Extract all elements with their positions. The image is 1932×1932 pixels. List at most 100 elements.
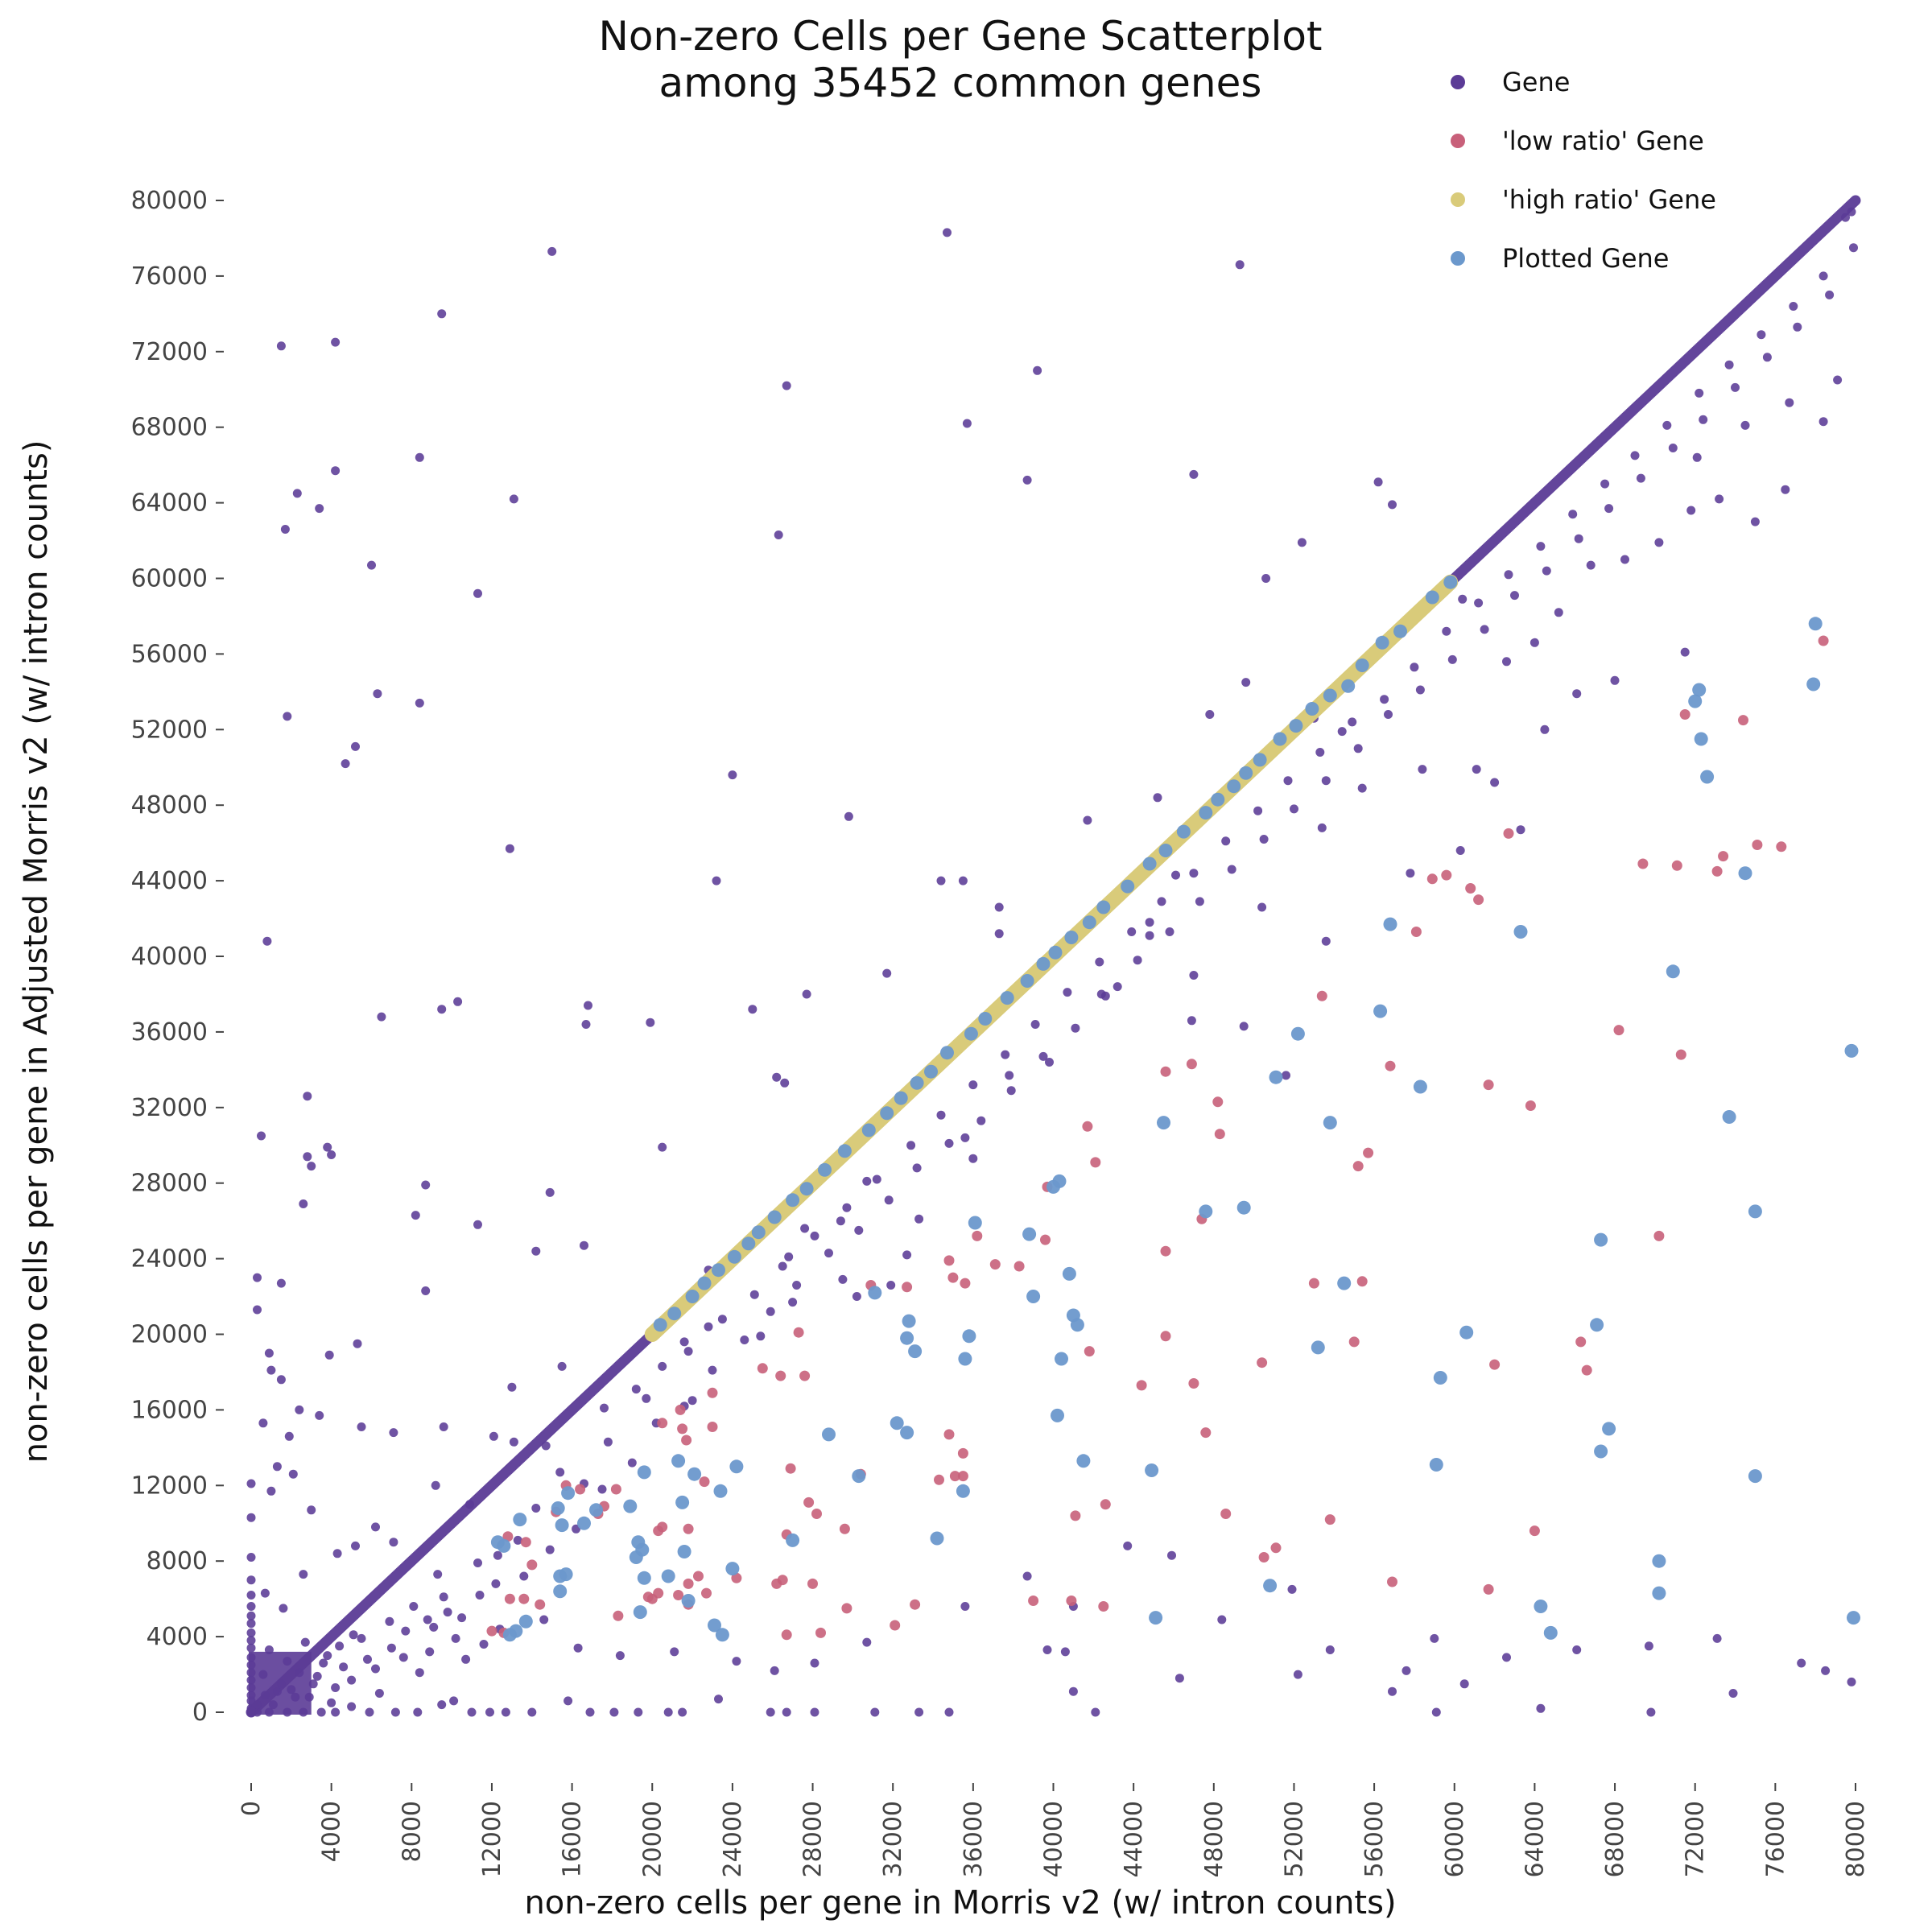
gene-point	[1189, 869, 1199, 878]
gene-point	[912, 1163, 922, 1173]
gene-point	[936, 1110, 946, 1120]
gene-point	[367, 560, 376, 570]
plotted-gene-point	[502, 1628, 517, 1642]
gene-point	[507, 1382, 517, 1392]
x-tick-label: 20000	[638, 1801, 667, 1877]
y-tick-label: 20000	[131, 1321, 208, 1349]
gene-point	[246, 1611, 256, 1620]
gene-point	[870, 1707, 880, 1717]
gene-point	[1113, 982, 1122, 992]
low-ratio-gene-point	[1441, 869, 1452, 881]
gene-point	[782, 381, 791, 390]
gene-point	[1604, 504, 1614, 514]
gene-point	[906, 1141, 916, 1150]
low-ratio-gene-point	[1718, 851, 1729, 862]
gene-point	[766, 1707, 775, 1717]
gene-point	[315, 1410, 324, 1420]
gene-point	[800, 1224, 810, 1233]
gene-point	[1472, 765, 1481, 774]
plotted-gene-point	[553, 1584, 568, 1599]
x-tick-label: 4000	[318, 1801, 346, 1862]
plotted-gene-point	[1429, 1458, 1443, 1472]
gene-point	[1283, 776, 1293, 786]
gene-point	[307, 1162, 316, 1171]
legend-label: Gene	[1502, 67, 1570, 97]
low-ratio-gene-point	[1385, 1060, 1396, 1071]
gene-point	[774, 530, 783, 539]
plotted-gene-point	[1373, 1004, 1388, 1018]
gene-point	[1600, 479, 1610, 489]
plotted-gene-point	[1199, 1204, 1213, 1219]
gene-point	[1662, 420, 1672, 430]
gene-point	[509, 494, 518, 504]
gene-point	[756, 1331, 766, 1341]
legend: Gene 'low ratio' Gene 'high ratio' Gene Plo…	[1451, 67, 1716, 274]
gene-point	[411, 1211, 420, 1220]
y-tick-label: 48000	[131, 791, 208, 819]
gene-point	[1724, 360, 1734, 369]
gene-point	[1516, 825, 1525, 835]
gene-point	[246, 1553, 256, 1562]
low-ratio-gene-point	[1637, 858, 1649, 869]
x-tick-label: 76000	[1761, 1801, 1790, 1877]
gene-point	[670, 1647, 679, 1657]
gene-point	[585, 1707, 595, 1717]
gene-point	[944, 1138, 954, 1148]
gene-point	[307, 1505, 316, 1515]
low-ratio-gene-point	[807, 1578, 818, 1589]
plotted-gene-point	[799, 1182, 814, 1196]
gene-point	[349, 1630, 358, 1640]
gene-point	[646, 1018, 655, 1027]
gene-point	[260, 1690, 270, 1700]
gene-point	[1241, 678, 1251, 687]
gene-point	[353, 1339, 362, 1348]
gene-point	[564, 1696, 573, 1706]
low-ratio-gene-point	[811, 1509, 822, 1519]
x-tick-label: 16000	[559, 1801, 587, 1877]
gene-point	[1504, 570, 1513, 580]
x-tick-label: 52000	[1280, 1801, 1308, 1877]
gene-point	[1781, 485, 1790, 494]
gene-point	[246, 1660, 256, 1670]
gene-point	[615, 1651, 625, 1661]
plotted-gene-point	[767, 1210, 782, 1224]
gene-point	[449, 1696, 459, 1706]
gene-point	[505, 844, 514, 853]
plotted-gene-point	[964, 1026, 978, 1041]
low-ratio-gene-point	[675, 1404, 686, 1415]
plotted-gene-point	[1064, 931, 1079, 944]
legend-marker	[1451, 75, 1465, 89]
plotted-gene-point	[958, 1352, 972, 1366]
gene-point	[573, 1643, 583, 1653]
plotted-gene-point	[1355, 658, 1369, 672]
low-ratio-gene-point	[575, 1484, 586, 1495]
gene-point	[545, 1545, 555, 1554]
y-tick-label: 68000	[131, 414, 208, 442]
plotted-gene-point	[1176, 824, 1191, 839]
gene-point	[268, 1700, 278, 1710]
low-ratio-gene-point	[1257, 1357, 1268, 1368]
plotted-gene-point	[1070, 1318, 1084, 1332]
gene-point	[1785, 398, 1794, 407]
gene-point	[413, 1707, 423, 1717]
low-ratio-gene-point	[683, 1523, 694, 1534]
x-axis-title: non-zero cells per gene in Morris v2 (w/…	[524, 1885, 1396, 1922]
gene-point	[246, 1513, 256, 1522]
gene-point	[810, 1707, 819, 1717]
gene-point	[557, 1361, 567, 1371]
gene-point	[347, 1675, 357, 1685]
low-ratio-gene-point	[1352, 1161, 1364, 1172]
x-tick-label: 28000	[799, 1801, 828, 1877]
gene-point	[1353, 744, 1363, 753]
gene-point	[299, 1570, 308, 1579]
legend-label: 'high ratio' Gene	[1502, 184, 1716, 215]
gene-point	[1068, 1686, 1078, 1696]
gene-point	[485, 1707, 494, 1717]
gene-point	[960, 1602, 970, 1611]
gene-point	[1022, 475, 1032, 485]
plotted-gene-point	[1000, 991, 1014, 1005]
gene-point	[365, 1707, 374, 1717]
x-tick-label: 0	[237, 1801, 266, 1816]
legend-label: 'low ratio' Gene	[1502, 126, 1704, 156]
gene-point	[1030, 1020, 1040, 1029]
